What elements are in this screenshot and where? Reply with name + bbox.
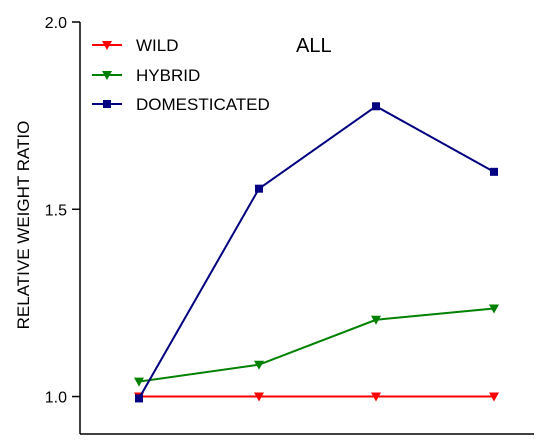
- data-point: [489, 392, 499, 402]
- legend-marker: [103, 100, 111, 108]
- y-tick-label: 1.0: [45, 390, 67, 407]
- y-axis-label: RELATIVE WEIGHT RATIO: [14, 121, 33, 330]
- series-line: [138, 307, 495, 383]
- data-point: [255, 184, 263, 193]
- data-point: [135, 394, 143, 403]
- legend-label: HYBRID: [136, 66, 200, 85]
- data-point: [489, 304, 499, 314]
- legend-marker: [102, 41, 112, 50]
- y-tick-label: 2.0: [45, 15, 67, 32]
- legend-item-wild: WILD: [92, 36, 179, 55]
- data-point: [254, 392, 264, 402]
- series-hybrid: [134, 304, 499, 387]
- legend-item-hybrid: HYBRID: [92, 66, 200, 85]
- chart-title: ALL: [296, 35, 332, 57]
- y-tick-label: 1.5: [45, 202, 67, 219]
- data-point: [490, 167, 498, 176]
- series-domesticated: [135, 102, 498, 403]
- legend-label: DOMESTICATED: [136, 95, 270, 114]
- data-point: [371, 392, 381, 402]
- data-point: [254, 360, 264, 370]
- y-ticks: 1.0 1.5 2.0: [45, 15, 80, 407]
- legend-marker: [102, 71, 112, 80]
- data-point: [134, 377, 144, 387]
- legend-label: WILD: [136, 36, 179, 55]
- series-layer: [134, 102, 499, 403]
- legend-item-domesticated: DOMESTICATED: [92, 95, 270, 114]
- series-wild: [134, 392, 499, 402]
- data-point: [372, 102, 380, 111]
- series-line: [138, 105, 495, 399]
- data-point: [371, 315, 381, 325]
- legend: WILD HYBRID DOMESTICATED: [92, 36, 270, 114]
